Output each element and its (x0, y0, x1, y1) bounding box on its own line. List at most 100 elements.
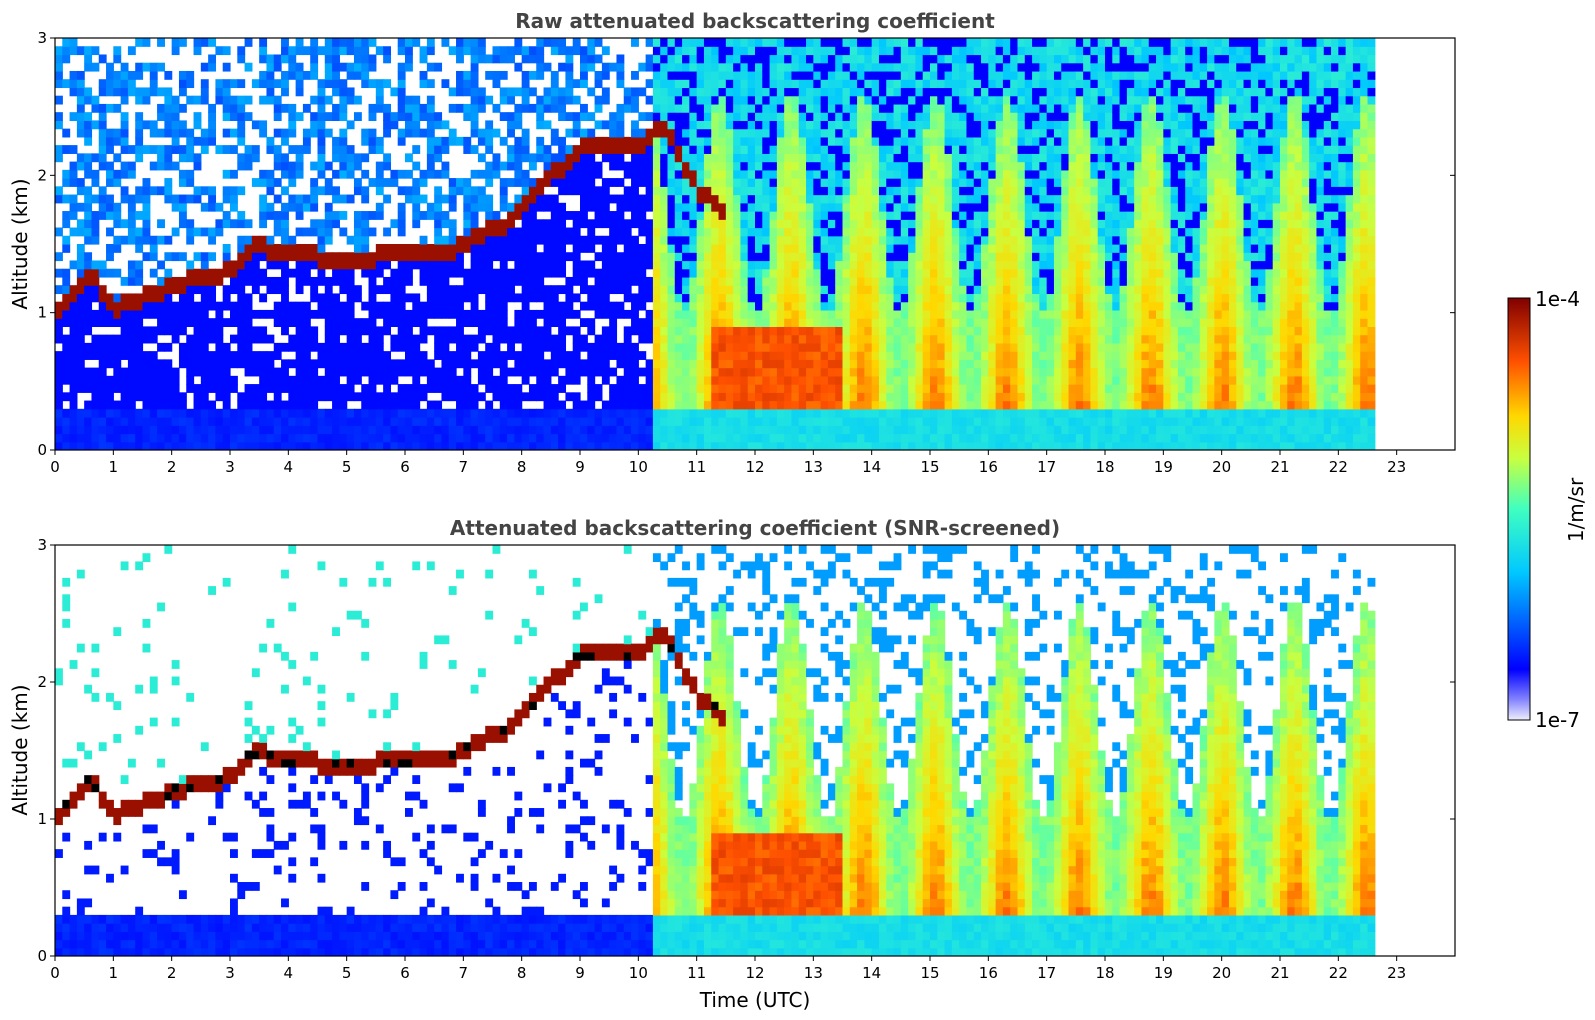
heatmap-cell (178, 400, 187, 410)
heatmap-cell (310, 425, 319, 435)
heatmap-cell (930, 235, 938, 245)
heatmap-cell (857, 70, 865, 80)
heatmap-cell (623, 235, 632, 245)
heatmap-cell (718, 153, 727, 163)
heatmap-cell (798, 38, 807, 47)
heatmap-cell (652, 268, 661, 278)
heatmap-cell (69, 227, 78, 237)
heatmap-cell (798, 211, 807, 220)
heatmap-cell (317, 417, 326, 426)
heatmap-cell (273, 260, 282, 270)
heatmap-cell (762, 351, 771, 360)
heatmap-cell (725, 79, 734, 89)
heatmap-cell (835, 326, 844, 336)
heatmap-cell (412, 219, 421, 229)
heatmap-cell (178, 433, 187, 443)
heatmap-cell (69, 408, 78, 418)
heatmap-cell (477, 260, 486, 270)
heatmap-cell (339, 441, 348, 450)
heatmap-cell (98, 367, 107, 377)
heatmap-cell (120, 219, 129, 229)
heatmap-cell (346, 441, 355, 450)
heatmap-cell (222, 293, 231, 303)
heatmap-cell (638, 244, 647, 253)
heatmap-cell (784, 136, 793, 146)
heatmap-cell (157, 359, 165, 369)
heatmap-cell (813, 326, 822, 336)
heatmap-cell (798, 95, 807, 105)
heatmap-cell (703, 235, 712, 245)
heatmap-cell (689, 301, 698, 311)
heatmap-cell (755, 211, 763, 220)
heatmap-cell (631, 211, 639, 220)
heatmap-cell (200, 301, 209, 311)
heatmap-cell (944, 79, 953, 89)
heatmap-cell (127, 293, 136, 303)
heatmap-cell (900, 244, 909, 253)
heatmap-cell (725, 95, 734, 105)
heatmap-cell (149, 334, 158, 344)
heatmap-cell (864, 161, 873, 171)
heatmap-cell (69, 285, 78, 295)
heatmap-cell (908, 334, 917, 344)
heatmap-cell (791, 417, 800, 426)
heatmap-cell (674, 342, 683, 352)
heatmap-cell (733, 309, 742, 319)
heatmap-cell (288, 161, 297, 171)
heatmap-cell (798, 235, 807, 245)
heatmap-cell (485, 260, 494, 270)
heatmap-cell (667, 87, 676, 97)
heatmap-cell (776, 219, 785, 229)
heatmap-cell (550, 367, 559, 377)
heatmap-cell (689, 235, 698, 245)
heatmap-cell (798, 186, 807, 196)
heatmap-cell (171, 285, 180, 295)
heatmap-cell (900, 301, 909, 311)
heatmap-cell (893, 54, 902, 64)
heatmap-cell (886, 202, 895, 212)
heatmap-cell (353, 62, 362, 72)
heatmap-cell (587, 293, 596, 303)
heatmap-cell (660, 351, 669, 360)
heatmap-cell (616, 178, 625, 187)
heatmap-cell (208, 103, 217, 113)
heatmap-cell (718, 161, 727, 171)
heatmap-cell (572, 309, 581, 319)
heatmap-cell (660, 301, 669, 311)
heatmap-cell (383, 433, 392, 443)
heatmap-cell (375, 359, 384, 369)
heatmap-cell (62, 301, 71, 311)
heatmap-cell (725, 153, 734, 163)
heatmap-cell (127, 211, 136, 220)
heatmap-cell (383, 384, 392, 393)
heatmap-cell (492, 334, 501, 344)
heatmap-cell (485, 441, 494, 450)
heatmap-cell (528, 178, 537, 187)
heatmap-cell (791, 38, 800, 47)
heatmap-cell (485, 309, 494, 319)
heatmap-cell (594, 392, 603, 402)
heatmap-cell (412, 95, 421, 105)
heatmap-cell (893, 169, 902, 179)
heatmap-cell (383, 46, 392, 56)
heatmap-cell (230, 128, 238, 138)
heatmap-cell (900, 211, 909, 220)
heatmap-cell (84, 62, 93, 72)
heatmap-cell (492, 103, 501, 113)
heatmap-cell (200, 309, 209, 319)
heatmap-cell (266, 62, 275, 72)
heatmap-cell (273, 252, 282, 262)
heatmap-cell (652, 136, 661, 146)
heatmap-cell (587, 128, 596, 138)
heatmap-cell (324, 260, 333, 270)
heatmap-cell (762, 425, 771, 435)
heatmap-cell (798, 244, 807, 253)
heatmap-cell (915, 351, 924, 360)
heatmap-cell (259, 95, 268, 105)
heatmap-cell (682, 46, 690, 56)
heatmap-cell (827, 202, 836, 212)
heatmap-cell (776, 384, 785, 393)
heatmap-cell (652, 54, 661, 64)
heatmap-cell (813, 425, 822, 435)
heatmap-cell (302, 408, 311, 418)
